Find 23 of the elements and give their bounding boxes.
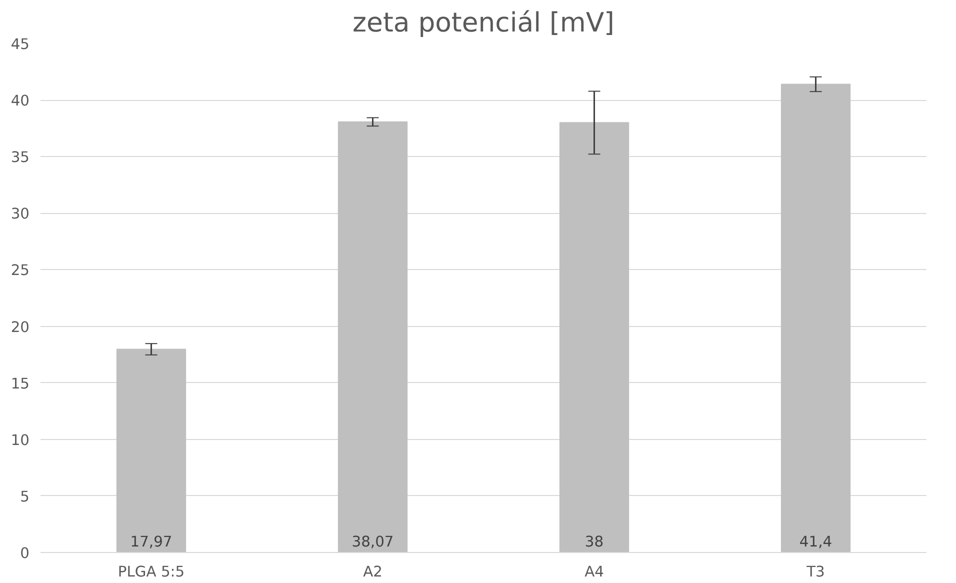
y-tick-label: 30 xyxy=(10,206,30,223)
data-label: 41,4 xyxy=(799,534,832,550)
y-tick-label: 45 xyxy=(10,36,30,53)
y-tick-label: 35 xyxy=(10,149,30,166)
bar xyxy=(116,348,186,552)
x-tick-label: T3 xyxy=(806,564,825,580)
y-tick-label: 0 xyxy=(20,545,30,562)
bar xyxy=(780,84,851,552)
data-label: 38,07 xyxy=(352,534,394,550)
bar xyxy=(338,121,408,552)
y-tick-label: 15 xyxy=(10,375,30,392)
y-tick-label: 40 xyxy=(10,92,30,110)
bar xyxy=(559,122,630,552)
y-tick-label: 10 xyxy=(10,432,30,449)
x-tick-label: A2 xyxy=(363,564,382,580)
chart-title: zeta potenciál [mV] xyxy=(352,8,614,38)
y-tick-label: 25 xyxy=(10,262,30,280)
y-tick-label: 20 xyxy=(10,318,30,336)
x-tick-label: A4 xyxy=(584,564,604,580)
x-tick-label: PLGA 5:5 xyxy=(118,564,185,580)
data-label: 17,97 xyxy=(130,534,172,550)
y-tick-label: 5 xyxy=(20,488,30,506)
data-label: 38 xyxy=(584,534,604,550)
